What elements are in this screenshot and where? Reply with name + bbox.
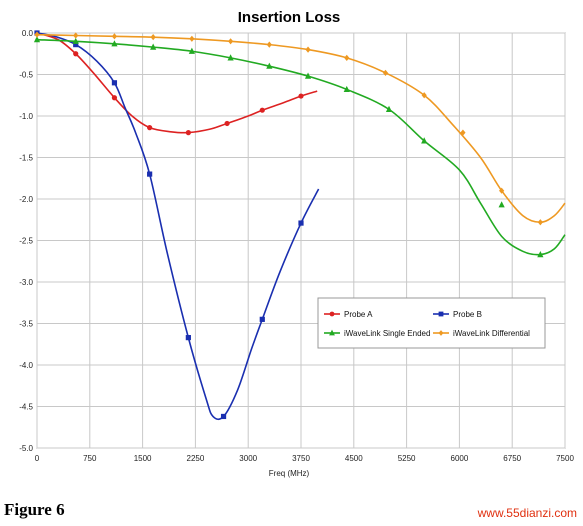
point-marker	[344, 54, 350, 61]
chart-title: Insertion Loss	[238, 9, 341, 26]
legend-item: iWaveLink Single Ended	[324, 329, 430, 338]
series-line	[36, 32, 318, 134]
point-marker	[438, 311, 444, 317]
x-tick-label: 2250	[187, 454, 205, 463]
y-tick-label: -3.5	[19, 320, 33, 329]
y-tick-label: -2.5	[19, 237, 33, 246]
point-marker	[421, 137, 428, 144]
legend-label: Probe A	[344, 310, 373, 319]
series-iwavelink-differential	[34, 31, 566, 226]
point-marker	[537, 219, 543, 226]
x-tick-label: 3750	[292, 454, 310, 463]
point-marker	[298, 220, 304, 226]
point-marker	[111, 80, 118, 86]
point-marker	[382, 69, 389, 76]
y-tick-label: -4.5	[19, 403, 33, 412]
y-tick-label: -1.0	[19, 112, 33, 121]
point-marker	[537, 251, 544, 258]
figure-caption: Figure 6	[4, 500, 65, 519]
y-tick-label: -5.0	[19, 444, 33, 453]
point-marker	[150, 43, 157, 50]
y-tick-label: -3.0	[19, 278, 33, 287]
point-marker	[188, 47, 195, 54]
y-tick-label: -4.0	[19, 361, 33, 370]
point-marker	[266, 41, 272, 48]
series-line	[36, 38, 566, 256]
point-marker	[259, 107, 265, 113]
x-tick-label: 6000	[451, 454, 469, 463]
point-marker	[304, 72, 312, 79]
point-marker	[259, 316, 265, 322]
legend-label: iWaveLink Single Ended	[344, 329, 430, 338]
series-layer	[33, 30, 566, 421]
y-tick-label: 0.0	[22, 29, 34, 38]
x-axis-title: Freq (MHz)	[269, 469, 310, 478]
series-line	[36, 33, 566, 224]
point-marker	[189, 35, 195, 42]
point-marker	[185, 130, 191, 136]
point-marker	[147, 171, 153, 177]
point-marker	[220, 413, 227, 420]
watermark-text: www.55dianzi.com	[477, 506, 577, 520]
point-marker	[73, 51, 79, 57]
point-marker	[228, 38, 234, 45]
point-marker	[111, 95, 118, 101]
point-marker	[34, 31, 40, 38]
x-tick-label: 6750	[503, 454, 521, 463]
y-tick-label: -0.5	[19, 71, 33, 80]
point-marker	[111, 33, 118, 40]
x-tick-label: 3000	[239, 454, 257, 463]
legend-box	[317, 297, 546, 349]
x-tick-label: 1500	[134, 454, 152, 463]
legend-label: iWaveLink Differential	[453, 329, 530, 338]
point-marker	[438, 330, 444, 336]
x-tick-label: 4500	[345, 454, 363, 463]
y-tick-label: -1.5	[19, 154, 33, 163]
legend-item: Probe A	[324, 310, 373, 319]
point-marker	[421, 92, 427, 99]
point-marker	[499, 187, 505, 194]
point-marker	[73, 32, 79, 39]
point-marker	[73, 42, 79, 48]
point-marker	[305, 46, 311, 53]
legend: Probe A Probe B iWaveLink Single Ended iWav…	[317, 297, 546, 349]
point-marker	[147, 125, 153, 131]
point-marker	[224, 120, 230, 127]
point-marker	[227, 54, 234, 61]
x-tick-label: 5250	[398, 454, 416, 463]
point-marker	[266, 62, 273, 69]
x-tick-label: 0	[35, 454, 40, 463]
point-marker	[111, 40, 118, 47]
point-marker	[33, 36, 41, 43]
point-marker	[185, 335, 191, 341]
y-tick-label: -2.0	[19, 195, 33, 204]
point-marker	[298, 93, 304, 99]
grid	[36, 32, 566, 449]
x-tick-label: 750	[83, 454, 97, 463]
point-marker	[72, 37, 79, 44]
legend-item: Probe B	[433, 310, 482, 319]
point-marker	[329, 329, 335, 336]
legend-label: Probe B	[453, 310, 482, 319]
point-marker	[385, 105, 393, 112]
series-iwavelink-single-ended	[33, 36, 566, 258]
insertion-loss-chart: Insertion Loss 0 750 1500 2250 3000 3750 4500 5…	[19, 9, 575, 478]
point-marker	[343, 85, 350, 93]
x-tick-label: 7500	[556, 454, 574, 463]
point-marker	[498, 201, 505, 208]
legend-item: iWaveLink Differential	[433, 329, 530, 338]
y-axis-ticks: 0.0 -0.5 -1.0 -1.5 -2.0 -2.5 -3.0 -3.5 -4.0 -4.5 -…	[19, 29, 33, 453]
point-marker	[329, 311, 335, 317]
x-axis-ticks: 0 750 1500 2250 3000 3750 4500 5250 6000 6750 7500	[35, 454, 575, 463]
point-marker	[460, 129, 466, 136]
point-marker	[150, 34, 156, 41]
